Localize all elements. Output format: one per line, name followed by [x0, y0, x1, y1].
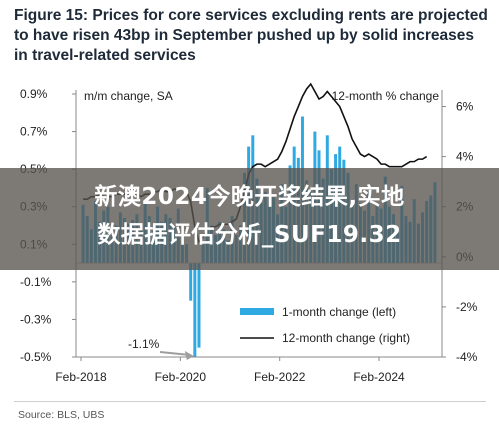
annotation: -1.1%: [128, 337, 194, 360]
legend-swatch-bar: [240, 308, 274, 315]
left-tick-label: -0.5%: [20, 350, 52, 364]
source-separator: [14, 401, 486, 402]
bar: [189, 263, 193, 301]
left-tick-label: -0.3%: [20, 312, 52, 326]
annotation-arrow: [159, 351, 190, 356]
left-tick-label: 0.9%: [20, 87, 48, 101]
legend: 1-month change (left) 12-month change (ri…: [240, 305, 410, 345]
watermark-text: 新澳2024今晚开奖结果,实地 数据据评估分析_SUF19.32: [0, 178, 499, 254]
left-tick-label: 0.7%: [20, 125, 48, 139]
x-tick-label: Feb-2018: [55, 370, 107, 384]
legend-label: 12-month change (right): [282, 331, 410, 345]
watermark-line-2: 数据据评估分析_SUF19.32: [97, 222, 402, 248]
legend-label: 1-month change (left): [282, 305, 396, 319]
right-tick-label: 6%: [456, 100, 474, 114]
watermark-line-1: 新澳2024今晚开奖结果,实地: [94, 184, 405, 210]
right-tick-label: -4%: [456, 350, 478, 364]
left-axis-label: m/m change, SA: [84, 89, 173, 103]
bar: [193, 263, 197, 357]
source-note: Source: BLS, UBS: [18, 409, 105, 421]
bar: [197, 263, 201, 348]
right-tick-label: 4%: [456, 150, 474, 164]
right-tick-label: -2%: [456, 300, 478, 314]
x-tick-label: Feb-2020: [155, 370, 207, 384]
annotation-arrowhead: [184, 351, 194, 360]
annotation-label: -1.1%: [128, 337, 160, 351]
right-axis-label: 12-month % change: [332, 89, 440, 103]
x-tick-label: Feb-2022: [254, 370, 306, 384]
watermark-overlay: [0, 168, 499, 270]
left-tick-label: -0.1%: [20, 275, 52, 289]
chart-title: Figure 15: Prices for core services excl…: [14, 7, 488, 64]
x-tick-label: Feb-2024: [353, 370, 405, 384]
